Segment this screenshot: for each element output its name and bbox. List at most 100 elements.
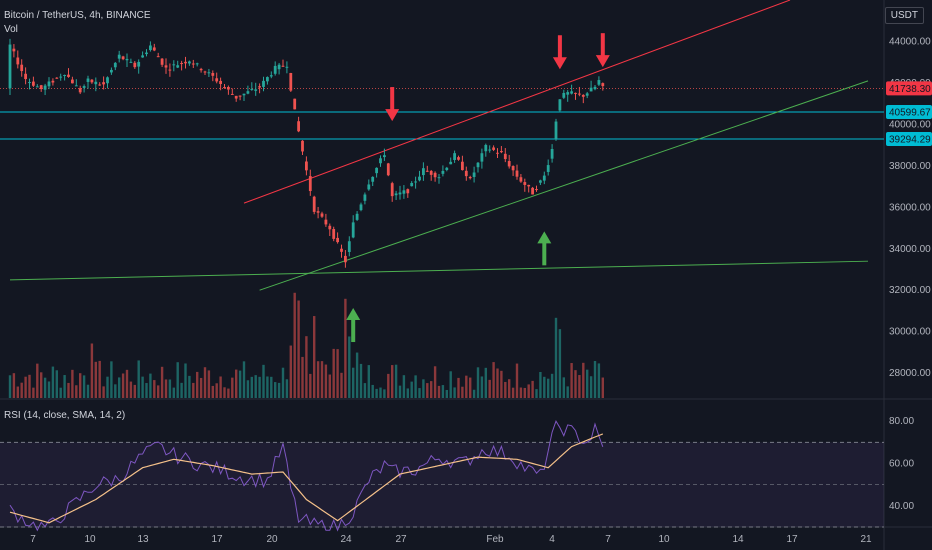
candle-body	[74, 85, 78, 87]
candle-body	[145, 52, 148, 55]
volume-bar	[461, 386, 464, 398]
volume-bar	[484, 367, 487, 398]
candle-body	[422, 168, 425, 176]
candle-body	[24, 73, 27, 80]
volume-bar	[383, 389, 386, 398]
candle-body	[359, 204, 363, 211]
candle-body	[289, 72, 293, 91]
candle-body	[293, 98, 297, 110]
candle-body	[102, 82, 105, 85]
volume-bar	[94, 361, 97, 398]
candle-body	[94, 81, 98, 85]
volume-bar	[547, 378, 550, 398]
candle-body	[246, 91, 250, 94]
volume-bar	[82, 375, 86, 398]
arrow-head	[346, 308, 361, 321]
down-arrow-marker	[385, 87, 400, 122]
volume-bar	[593, 360, 597, 398]
price-label-text: 40599.67	[889, 107, 931, 118]
volume-bar	[141, 376, 144, 398]
time-tick-label: 10	[84, 534, 96, 545]
up-arrow-marker	[537, 231, 552, 266]
volume-bar	[184, 363, 187, 398]
candle-body	[507, 161, 511, 167]
down-arrow-marker	[552, 35, 567, 70]
candle-body	[71, 79, 74, 84]
rsi-tick-label: 80.00	[889, 416, 914, 427]
candle-body	[441, 170, 445, 174]
rsi-ma-line	[9, 433, 604, 524]
candle-body	[566, 92, 570, 95]
arrow-head	[385, 109, 400, 122]
candle-body	[312, 196, 316, 212]
candle-body	[515, 170, 519, 177]
candle-body	[149, 45, 152, 51]
candle-body	[152, 47, 156, 51]
trend-line	[9, 260, 869, 281]
volume-bar	[488, 379, 491, 398]
volume-bar	[188, 375, 191, 398]
candle-body	[375, 167, 378, 174]
volume-bar	[313, 316, 316, 398]
time-tick-label: 13	[137, 534, 149, 545]
volume-bar	[157, 385, 160, 398]
candle-body	[203, 71, 207, 73]
symbol-legend: Bitcoin / TetherUS, 4h, BINANCE Vol	[4, 9, 151, 37]
volume-bar	[539, 371, 542, 398]
candle-body	[476, 162, 480, 168]
candle-body	[20, 64, 24, 72]
candle-body	[43, 85, 47, 90]
candle-body	[63, 75, 66, 77]
volume-bar	[480, 376, 484, 398]
candle-body	[281, 65, 285, 67]
candle-body	[219, 80, 222, 84]
volume-bar	[305, 336, 308, 398]
volume-bar	[40, 372, 43, 398]
candle-body	[164, 65, 168, 68]
candle-body	[16, 57, 20, 65]
volume-bar	[348, 336, 351, 398]
volume-bar	[570, 363, 573, 398]
time-tick-label: 10	[658, 534, 670, 545]
volume-bar	[246, 380, 250, 398]
volume-bar	[16, 386, 19, 398]
volume-bar	[422, 379, 425, 398]
volume-bar	[129, 381, 133, 398]
candle-body	[160, 58, 164, 65]
candle-body	[523, 182, 527, 185]
volume-bar	[114, 384, 117, 398]
rsi-legend: RSI (14, close, SMA, 14, 2)	[4, 410, 126, 421]
volume-bar	[519, 387, 523, 398]
candle-body	[480, 153, 484, 162]
price-label-box	[886, 132, 932, 147]
volume-bar	[43, 377, 47, 398]
candle-body	[363, 194, 367, 201]
volume-label: Vol	[4, 24, 18, 35]
volume-bar	[207, 370, 211, 398]
candle-body	[12, 48, 16, 52]
candle-body	[51, 80, 55, 83]
candle-body	[554, 121, 558, 140]
candle-body	[129, 61, 133, 63]
volume-bar	[410, 381, 413, 398]
volume-bar	[137, 360, 140, 398]
candle-body	[500, 151, 503, 153]
currency-unit-button[interactable]: USDT	[884, 7, 924, 24]
volume-bar	[562, 377, 565, 398]
candle-body	[195, 63, 199, 65]
price-tick-label: 32000.00	[889, 285, 931, 296]
volume-bar	[375, 388, 378, 398]
volume-bar	[601, 377, 604, 398]
rsi-tick-label: 60.00	[889, 459, 914, 470]
arrow-shaft	[600, 33, 605, 58]
candle-body	[117, 54, 121, 59]
volume-bar	[406, 388, 409, 398]
volume-bar	[47, 381, 51, 398]
candle-body	[28, 82, 31, 84]
candle-body	[402, 190, 406, 194]
candle-body	[585, 93, 589, 96]
candle-body	[82, 86, 86, 88]
volume-bar	[149, 373, 152, 398]
volume-bar	[344, 298, 347, 398]
